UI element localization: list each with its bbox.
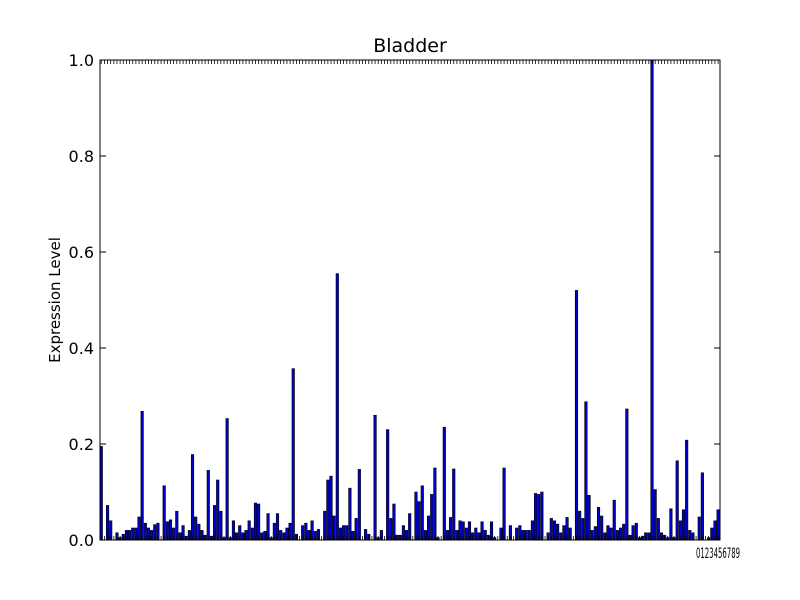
bar (596, 507, 601, 541)
plot-frame (99, 59, 721, 541)
bar (417, 501, 421, 541)
bar (162, 485, 166, 541)
bar (323, 510, 327, 541)
bar (612, 499, 616, 541)
bar (348, 487, 352, 541)
bar (452, 468, 456, 541)
bar (414, 491, 418, 541)
bar (253, 502, 258, 541)
bar (213, 505, 217, 541)
bar (392, 503, 396, 541)
y-tick-label: 0.6 (69, 243, 94, 262)
bar (650, 59, 654, 541)
bar (653, 489, 657, 541)
bar (206, 470, 210, 541)
bar (373, 414, 377, 541)
bar (216, 479, 220, 541)
bar (219, 510, 223, 541)
bar (335, 273, 339, 541)
bar (420, 485, 424, 541)
bar (587, 495, 591, 541)
x-minor-ticks (100, 60, 719, 540)
bar (386, 429, 390, 541)
bar (175, 510, 179, 541)
bar (669, 508, 673, 541)
bar (190, 454, 195, 541)
y-tick-label: 0.8 (69, 147, 94, 166)
bar (534, 493, 538, 541)
bar (225, 418, 229, 541)
bar (700, 472, 704, 541)
y-tick-label: 1.0 (69, 51, 94, 70)
bar (140, 411, 144, 541)
bar (537, 494, 541, 541)
bar (442, 426, 446, 541)
chart-title: Bladder (373, 35, 447, 57)
bar (578, 510, 582, 541)
bar (291, 368, 295, 541)
bar (329, 475, 333, 541)
bar (540, 491, 544, 541)
bar (584, 401, 588, 541)
bar (685, 439, 689, 541)
y-tick-label: 0.2 (69, 435, 94, 454)
bar (430, 494, 434, 541)
y-tick-label: 0.0 (69, 531, 94, 550)
bar (357, 469, 361, 541)
y-tick-label: 0.4 (69, 339, 94, 358)
y-axis-label: Expression Level (46, 237, 64, 363)
bar (502, 467, 506, 541)
bar (257, 503, 261, 541)
x-tick-labels: 0123456789 (696, 546, 740, 562)
bar (433, 467, 437, 541)
bar (716, 509, 720, 541)
bar (574, 290, 579, 541)
y-ticks: 0.0 0.2 0.4 0.6 0.8 1.0 (69, 51, 720, 550)
bar (326, 479, 330, 541)
bar (681, 509, 686, 541)
bar (675, 460, 679, 541)
bar (105, 505, 110, 541)
bar (625, 408, 629, 541)
